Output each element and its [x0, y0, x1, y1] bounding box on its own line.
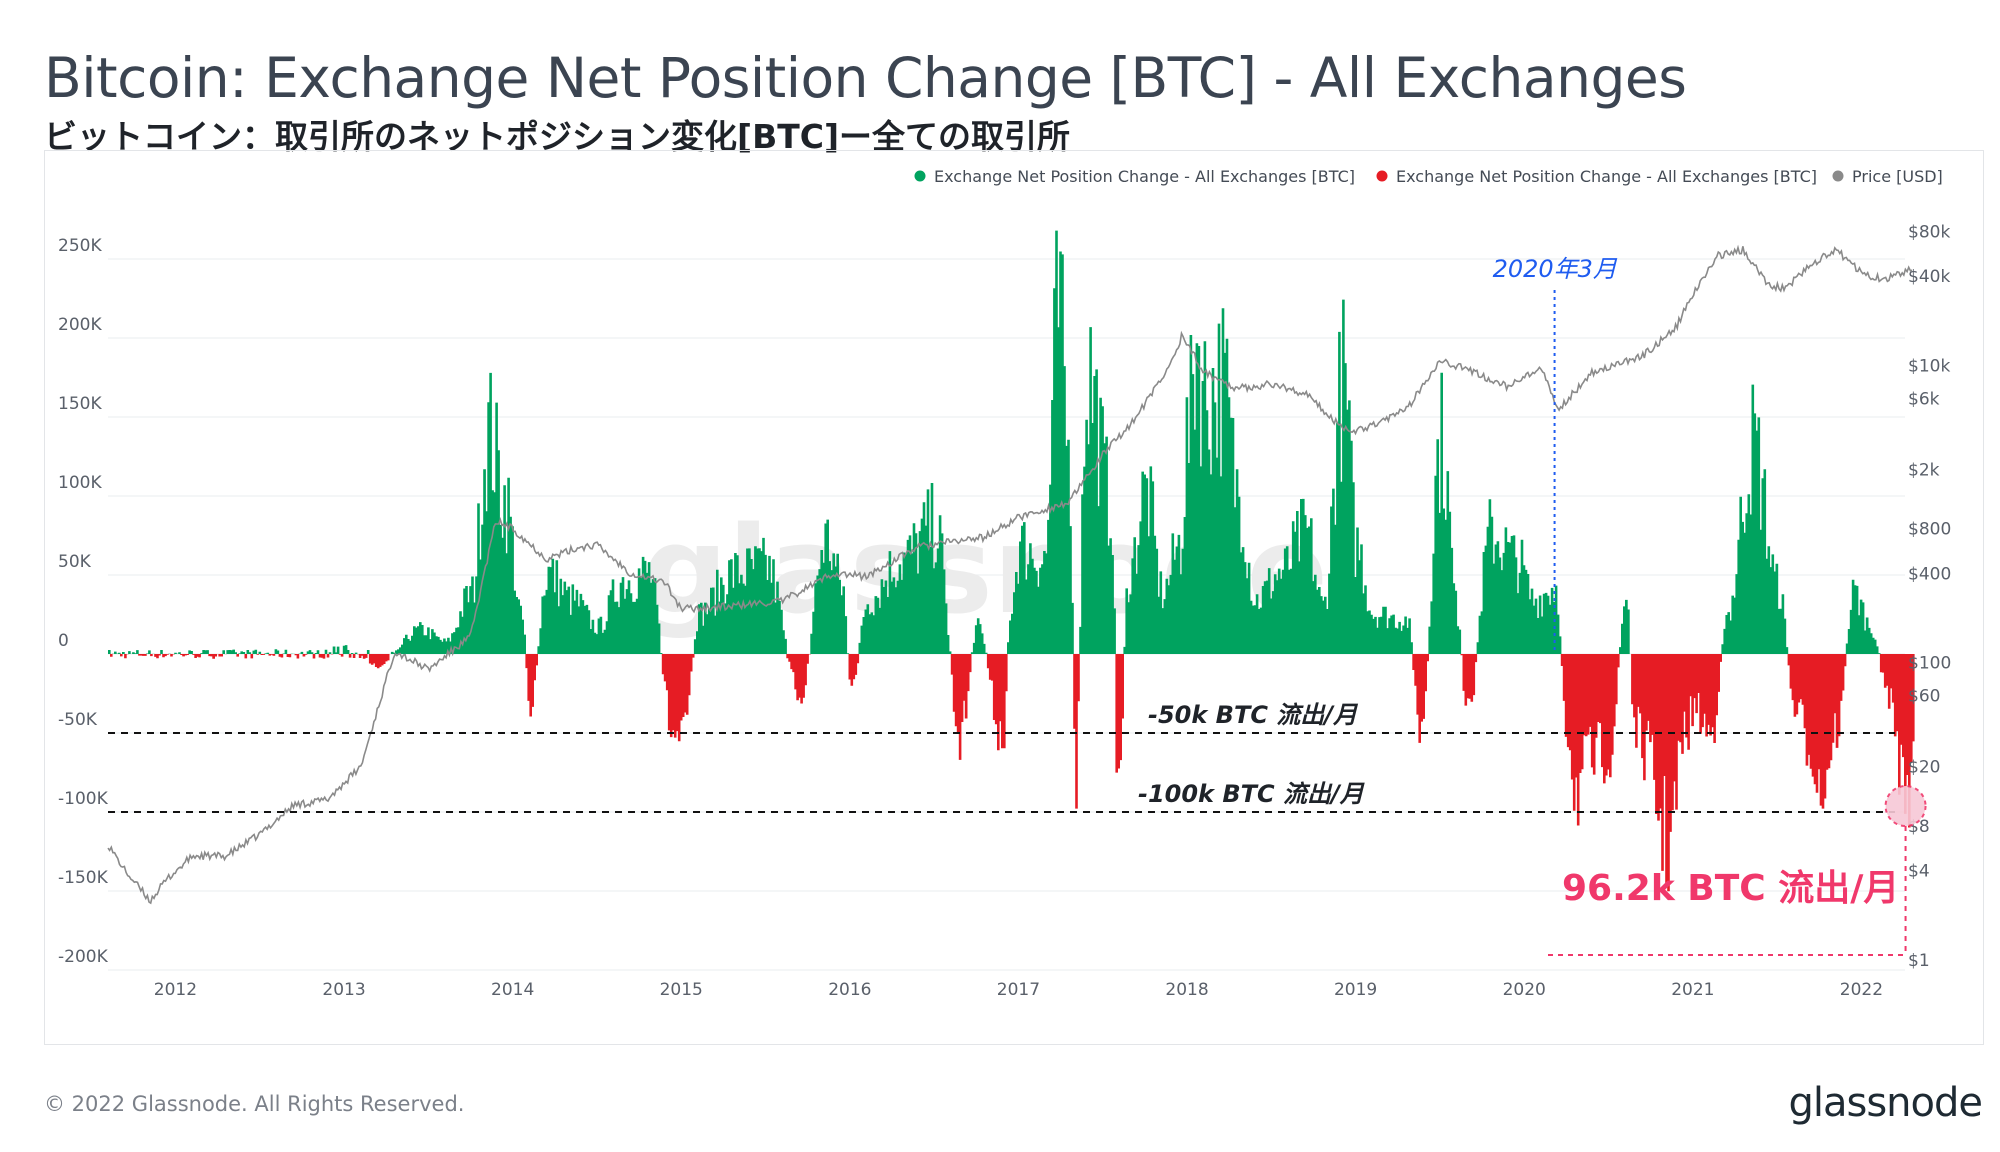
legend-label: Exchange Net Position Change - All Excha…: [934, 167, 1355, 186]
y-tick-label: 150K: [58, 394, 102, 414]
minus-100k-label: -100k BTC 流出/月: [1138, 780, 1365, 808]
x-tick-label: 2014: [491, 980, 534, 1000]
x-tick-label: 2015: [660, 980, 703, 1000]
chart-subtitle: ビットコイン：取引所のネットポジション変化[BTC]ー全ての取引所: [44, 117, 1071, 156]
legend-dot: [1376, 170, 1388, 182]
legend-label: Price [USD]: [1852, 167, 1943, 186]
price-tick-label: $1: [1908, 951, 1930, 971]
legend-dot: [914, 170, 926, 182]
glassnode-logo: glassnode: [1788, 1080, 1983, 1126]
x-tick-label: 2020: [1503, 980, 1546, 1000]
price-tick-label: $4: [1908, 862, 1930, 882]
y-tick-label: 0: [58, 631, 69, 651]
y-tick-label: 50K: [58, 552, 92, 572]
outflow-bars: [110, 654, 1915, 892]
price-tick-label: $100: [1908, 654, 1951, 674]
price-tick-label: $60: [1908, 687, 1940, 707]
inflow-bars: [108, 230, 1881, 654]
latest-highlight: [1884, 784, 1927, 827]
copyright-footer: © 2022 Glassnode. All Rights Reserved.: [44, 1092, 465, 1116]
x-tick-label: 2019: [1334, 980, 1377, 1000]
price-tick-label: $2k: [1908, 460, 1940, 480]
y-tick-label: -50K: [58, 710, 98, 730]
x-tick-label: 2017: [997, 980, 1040, 1000]
legend-label: Exchange Net Position Change - All Excha…: [1396, 167, 1817, 186]
price-line: [107, 244, 1913, 905]
y-tick-label: 200K: [58, 315, 102, 335]
x-tick-label: 2018: [1165, 980, 1208, 1000]
chart-title: Bitcoin: Exchange Net Position Change [B…: [44, 46, 1687, 110]
legend-dot: [1832, 170, 1844, 182]
latest-value-label: 96.2k BTC 流出/月: [1562, 868, 1899, 909]
x-tick-label: 2022: [1840, 980, 1883, 1000]
price-tick-label: $80k: [1908, 222, 1950, 242]
price-tick-label: $20: [1908, 758, 1940, 778]
x-tick-label: 2012: [154, 980, 197, 1000]
price-tick-label: $6k: [1908, 389, 1940, 409]
march-2020-label: 2020年3月: [1493, 255, 1618, 283]
price-tick-label: $800: [1908, 520, 1951, 540]
y-tick-label: -200K: [58, 947, 109, 967]
y-tick-label: -150K: [58, 868, 109, 888]
x-tick-label: 2013: [322, 980, 365, 1000]
price-tick-label: $40k: [1908, 267, 1950, 287]
chart-panel: [44, 150, 1984, 1045]
x-tick-label: 2016: [828, 980, 871, 1000]
price-tick-label: $10k: [1908, 356, 1950, 376]
x-tick-label: 2021: [1671, 980, 1714, 1000]
y-tick-label: 100K: [58, 473, 102, 493]
y-tick-label: 250K: [58, 236, 102, 256]
minus-50k-label: -50k BTC 流出/月: [1148, 701, 1358, 729]
price-tick-label: $400: [1908, 564, 1951, 584]
y-tick-label: -100K: [58, 789, 109, 809]
